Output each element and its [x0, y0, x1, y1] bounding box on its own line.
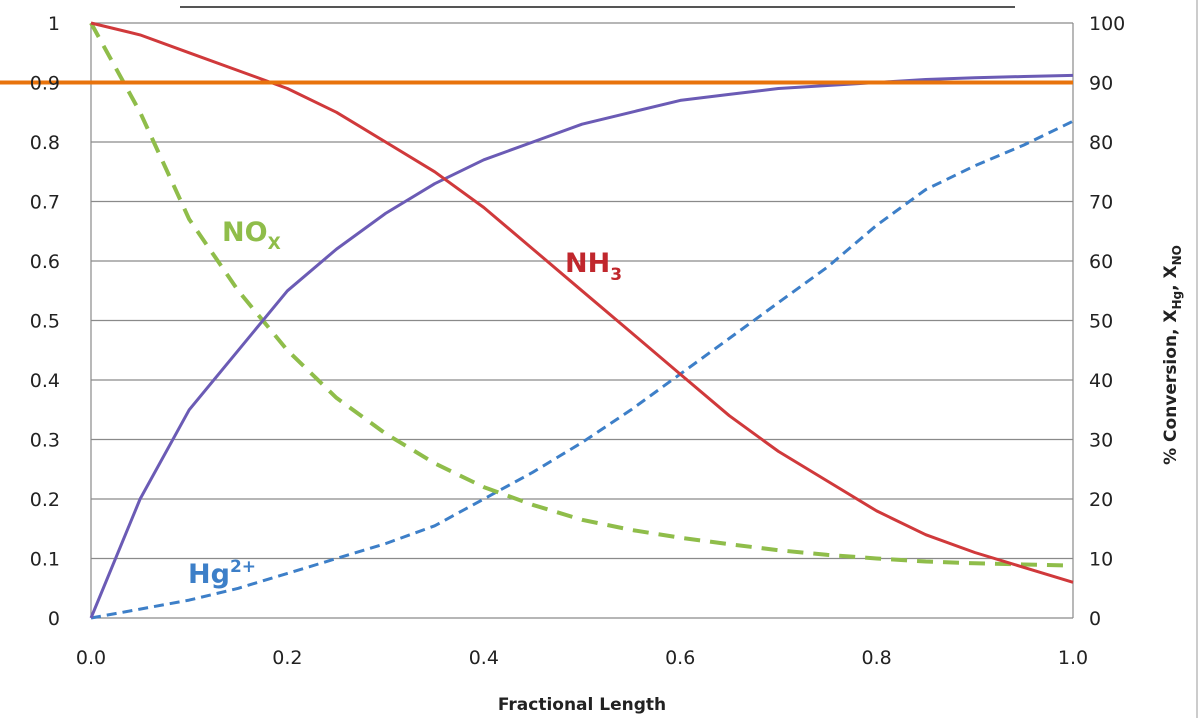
y-right-axis-title: % Conversion, XHg, XNO [1161, 245, 1184, 465]
y-right-tick-label: 60 [1089, 251, 1113, 273]
series-line-2 [89, 22, 1074, 568]
y-left-tick-label: 0.9 [30, 73, 60, 95]
x-tick-label: 0.0 [76, 647, 106, 669]
series-line-1 [89, 73, 1074, 619]
y-right-tick-label: 100 [1089, 13, 1125, 35]
gridlines [91, 22, 1073, 619]
x-tick-label: 1.0 [1058, 647, 1088, 669]
y-left-tick-label: 0.3 [30, 430, 60, 452]
y-right-tick-label: 40 [1089, 370, 1113, 392]
x-tick-label: 0.2 [272, 647, 302, 669]
series-line-0 [90, 21, 1074, 584]
series-label-nh3: NH3 [565, 248, 622, 285]
x-tick-label: 0.4 [469, 647, 499, 669]
y-right-tick-label: 90 [1089, 73, 1113, 95]
y-right-tick-label: 70 [1089, 192, 1113, 214]
y-left-tick-label: 0 [48, 608, 60, 630]
y-right-tick-label: 10 [1089, 549, 1113, 571]
series-label-hg: Hg2+ [188, 557, 256, 590]
ticks-layer: 00.10.20.30.40.50.60.70.80.9101020304050… [30, 13, 1125, 669]
y-left-tick-label: 1 [48, 13, 60, 35]
x-tick-label: 0.8 [861, 647, 891, 669]
y-right-tick-label: 80 [1089, 132, 1113, 154]
x-axis-title: Fractional Length [498, 695, 666, 715]
y-left-tick-label: 0.2 [30, 489, 60, 511]
series-line-3 [90, 119, 1074, 620]
y-left-tick-label: 0.8 [30, 132, 60, 154]
y-left-tick-label: 0.6 [30, 251, 60, 273]
y-left-tick-label: 0.1 [30, 549, 60, 571]
y-right-tick-label: 0 [1089, 608, 1101, 630]
y-right-tick-label: 30 [1089, 430, 1113, 452]
y-left-tick-label: 0.4 [30, 370, 60, 392]
y-left-tick-label: 0.5 [30, 311, 60, 333]
series-label-nox: NOX [222, 217, 281, 254]
y-right-tick-label: 20 [1089, 489, 1113, 511]
y-right-tick-label: 50 [1089, 311, 1113, 333]
y-left-tick-label: 0.7 [30, 192, 60, 214]
plot-frame [90, 23, 1074, 618]
x-tick-label: 0.6 [665, 647, 695, 669]
